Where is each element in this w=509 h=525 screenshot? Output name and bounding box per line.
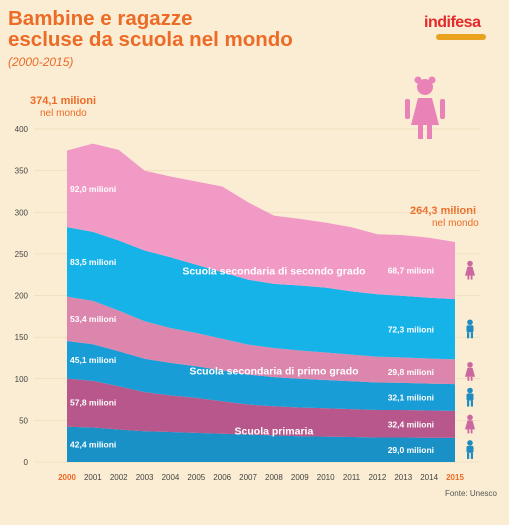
girl-icon-leg	[470, 376, 473, 381]
girl-icon-dress	[465, 266, 475, 276]
end-value-label: 29,8 milioni	[388, 367, 434, 377]
start-value-label: 57,8 milioni	[70, 398, 116, 408]
boy-icon-leg	[470, 452, 473, 459]
girl-icon-dress	[465, 420, 475, 430]
start-value-label: 83,5 milioni	[70, 257, 116, 267]
area-secondaria_secondo_grado	[67, 143, 455, 300]
y-tick-label: 200	[15, 292, 29, 301]
x-tick-label: 2012	[369, 473, 387, 482]
y-tick-label: 50	[19, 416, 28, 425]
x-tick-label: 2007	[239, 473, 257, 482]
y-tick-label: 0	[24, 458, 29, 467]
boy-icon-leg	[470, 332, 473, 339]
girl-figure-hair	[414, 76, 422, 84]
girl-figure-leg	[427, 125, 432, 139]
chart-title: Bambine e ragazze escluse da scuola nel …	[8, 8, 293, 50]
area-secondaria_primo_grado_blue	[67, 341, 455, 411]
girl-icon-leg	[470, 275, 473, 280]
x-tick-label: 2005	[187, 473, 205, 482]
area-primaria_blue	[67, 426, 455, 462]
x-tick-label: 2013	[394, 473, 412, 482]
y-tick-label: 400	[15, 125, 29, 134]
end-value-label: 72,3 milioni	[388, 324, 434, 334]
start-value-label: 92,0 milioni	[70, 184, 116, 194]
start-value-label: 53,4 milioni	[70, 314, 116, 324]
total-start-label: 374,1 milioni	[30, 95, 97, 107]
x-tick-label: 2008	[265, 473, 283, 482]
girl-icon-leg	[467, 275, 470, 280]
total-start-sub: nel mondo	[40, 108, 87, 119]
boy-icon-body	[466, 393, 474, 401]
end-value-label: 32,1 milioni	[388, 393, 434, 403]
band-label: Scuola primaria	[235, 426, 314, 438]
logo-swoosh	[436, 34, 486, 40]
chart-title-line2: escluse da scuola nel mondo	[8, 28, 293, 51]
total-end-label: 264,3 milioni	[410, 205, 477, 217]
girl-icon	[467, 260, 473, 267]
x-tick-label: 2009	[291, 473, 309, 482]
girl-figure-arm	[440, 99, 445, 119]
boy-icon-body	[466, 445, 474, 453]
boy-icon	[467, 387, 473, 394]
girl-icon-leg	[470, 429, 473, 434]
start-value-label: 45,1 milioni	[70, 355, 116, 365]
girl-figure-hair	[428, 76, 436, 84]
chart-title-line1: Bambine e ragazze	[8, 7, 193, 30]
x-tick-label: 2011	[343, 473, 361, 482]
y-tick-label: 250	[15, 250, 29, 259]
girl-figure-arm	[405, 99, 410, 119]
chart-subtitle: (2000-2015)	[8, 55, 74, 69]
brand-logo: indifesa	[424, 14, 486, 40]
girl-icon-dress	[465, 367, 475, 377]
x-tick-label: 2006	[213, 473, 231, 482]
girl-icon	[467, 414, 473, 421]
boy-icon	[467, 319, 473, 326]
boy-icon-leg	[470, 400, 473, 407]
brand-logo-text: indifesa	[424, 14, 481, 31]
x-tick-label: 2000	[58, 473, 76, 482]
x-tick-label: 2001	[84, 473, 102, 482]
y-tick-label: 300	[15, 208, 29, 217]
x-tick-label: 2014	[420, 473, 438, 482]
boy-icon-leg	[467, 452, 470, 459]
y-tick-label: 150	[15, 333, 29, 342]
area-primaria	[67, 378, 455, 438]
end-value-label: 29,0 milioni	[388, 445, 434, 455]
x-tick-label: 2002	[110, 473, 128, 482]
boy-icon-leg	[467, 400, 470, 407]
band-label: Scuola secondaria di primo grado	[189, 366, 358, 378]
x-tick-label: 2004	[162, 473, 180, 482]
area-secondaria_secondo_grado_blue	[67, 227, 455, 360]
girl-figure-leg	[418, 125, 423, 139]
girl-icon-leg	[467, 429, 470, 434]
girl-icon	[467, 361, 473, 368]
source-note: Fonte: Unesco	[444, 489, 497, 498]
total-end-sub: nel mondo	[432, 218, 479, 229]
girl-figure-dress	[411, 98, 439, 125]
girl-figure-icon	[417, 79, 433, 95]
band-label: Scuola secondaria di secondo grado	[182, 266, 365, 278]
boy-icon-body	[466, 325, 474, 333]
x-tick-label: 2015	[446, 473, 464, 482]
girl-icon-leg	[467, 376, 470, 381]
x-tick-label: 2010	[317, 473, 335, 482]
y-tick-label: 100	[15, 375, 29, 384]
area-secondaria_primo_grado	[67, 296, 455, 385]
boy-icon	[467, 440, 473, 446]
start-value-label: 42,4 milioni	[70, 439, 116, 449]
end-value-label: 68,7 milioni	[388, 266, 434, 276]
y-tick-label: 350	[15, 167, 29, 176]
boy-icon-leg	[467, 332, 470, 339]
x-tick-label: 2003	[136, 473, 154, 482]
end-value-label: 32,4 milioni	[388, 419, 434, 429]
